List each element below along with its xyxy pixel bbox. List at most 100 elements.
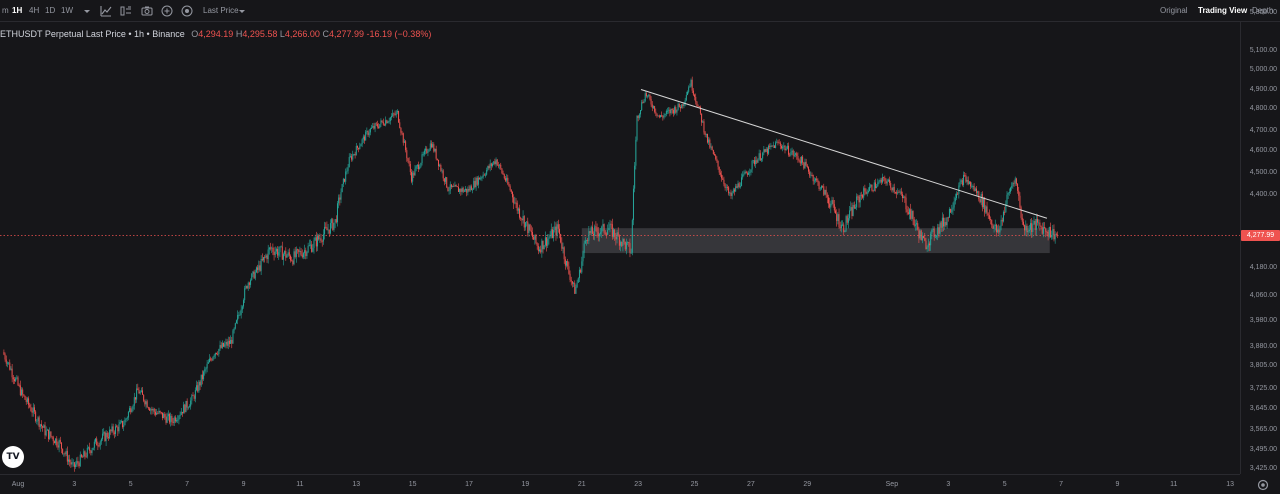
interval-1d[interactable]: 1D: [45, 6, 56, 15]
open-value: 4,294.19: [198, 29, 234, 39]
candle-down: [288, 252, 290, 256]
price-chart[interactable]: [0, 22, 1240, 474]
candle-up: [930, 233, 932, 246]
candle-down: [407, 158, 409, 162]
candle-down: [410, 172, 412, 182]
candle-down: [468, 188, 470, 191]
candle-up: [578, 269, 580, 279]
candle-down: [19, 385, 21, 396]
candle-up: [854, 207, 856, 209]
candle-up: [274, 251, 276, 255]
candle-down: [38, 417, 40, 427]
tradingview-logo[interactable]: TV: [2, 446, 24, 468]
candle-down: [375, 123, 377, 125]
candle-down: [874, 182, 876, 189]
candle-up: [93, 441, 95, 448]
time-tick-label: 3: [72, 481, 77, 488]
candle-down: [917, 223, 919, 230]
candle-down: [945, 221, 947, 226]
candle-down: [11, 368, 13, 378]
candle-up: [643, 100, 645, 103]
candle-down: [818, 182, 820, 189]
candle-up: [87, 447, 89, 449]
candle-down: [226, 341, 228, 346]
candle-up: [207, 362, 209, 364]
candle-down: [57, 445, 59, 448]
candle-up: [820, 185, 822, 189]
interval-1w[interactable]: 1W: [61, 6, 73, 15]
candle-down: [426, 148, 428, 153]
candle-up: [755, 160, 757, 165]
time-tick-label: 11: [1170, 481, 1178, 488]
candle-down: [628, 242, 630, 244]
candle-up: [1010, 187, 1012, 192]
chevron-down-icon[interactable]: [80, 4, 94, 18]
price-tick-label: 3,645.00: [1249, 405, 1277, 412]
candle-down: [442, 170, 444, 179]
candle-down: [216, 352, 218, 354]
candle-up: [105, 432, 107, 442]
candle-down: [51, 436, 53, 438]
candle-up: [735, 186, 737, 192]
trendline: [640, 89, 1048, 219]
candle-down: [823, 186, 825, 195]
candle-down: [637, 115, 639, 118]
candle-up: [111, 426, 113, 432]
candle-up: [732, 189, 734, 193]
candle-down: [716, 158, 718, 161]
candle-up: [361, 139, 363, 145]
candle-up: [584, 240, 586, 244]
candle-up: [392, 113, 394, 117]
candle-down: [563, 247, 565, 260]
candle-up: [6, 362, 8, 364]
candle-down: [1001, 219, 1003, 222]
candle-up: [109, 429, 111, 438]
price-type-chevron-down-icon[interactable]: [235, 4, 249, 18]
settings-gear-icon[interactable]: [180, 4, 194, 18]
candle-down: [811, 174, 813, 176]
candle-up: [218, 349, 220, 355]
price-axis[interactable]: 5,300.00 5,100.00 5,000.00 4,900.00 4,800.00…: [1240, 9, 1280, 474]
candle-up: [892, 187, 894, 191]
indicators-icon[interactable]: [99, 4, 113, 18]
candle-up: [499, 164, 501, 166]
candle-down: [826, 194, 828, 198]
add-icon[interactable]: [160, 4, 174, 18]
candle-down: [488, 166, 490, 169]
candle-down: [835, 210, 837, 214]
candle-up: [813, 180, 815, 182]
candle-down: [925, 240, 927, 250]
tab-original[interactable]: Original: [1160, 6, 1188, 15]
candle-up: [934, 236, 936, 238]
interval-4h[interactable]: 4H: [29, 6, 40, 15]
tab-trading-view[interactable]: Trading View: [1198, 6, 1248, 15]
interval-minute[interactable]: m: [2, 6, 9, 15]
templates-icon[interactable]: [119, 4, 133, 18]
chart-settings-icon[interactable]: [1256, 478, 1270, 492]
camera-icon[interactable]: [140, 4, 154, 18]
price-type-select[interactable]: Last Price: [203, 6, 239, 15]
candle-down: [462, 188, 464, 192]
candle-down: [649, 95, 651, 100]
tab-depth[interactable]: Depth: [1252, 6, 1274, 15]
candle-up: [993, 226, 995, 229]
candle-up: [668, 109, 670, 111]
candle-down: [987, 213, 989, 216]
candle-up: [365, 131, 367, 141]
candle-up: [775, 142, 777, 148]
candle-down: [777, 141, 779, 143]
candle-down: [722, 178, 724, 180]
interval-1h[interactable]: 1H: [12, 6, 23, 15]
candle-up: [187, 407, 189, 409]
time-axis[interactable]: Aug 3 5 7 9 11 13 15 17 19 21 23 25 27 29 Sep 3 5 7 9 11 13: [0, 474, 1240, 494]
candle-up: [543, 245, 545, 250]
candle-up: [251, 273, 253, 281]
candle-up: [750, 169, 752, 173]
candle-up: [329, 223, 331, 234]
candle-up: [432, 144, 434, 148]
candle-up: [372, 125, 374, 128]
candle-up: [946, 217, 948, 226]
candle-up: [994, 224, 996, 227]
candle-up: [423, 150, 425, 155]
candle-up: [852, 204, 854, 216]
